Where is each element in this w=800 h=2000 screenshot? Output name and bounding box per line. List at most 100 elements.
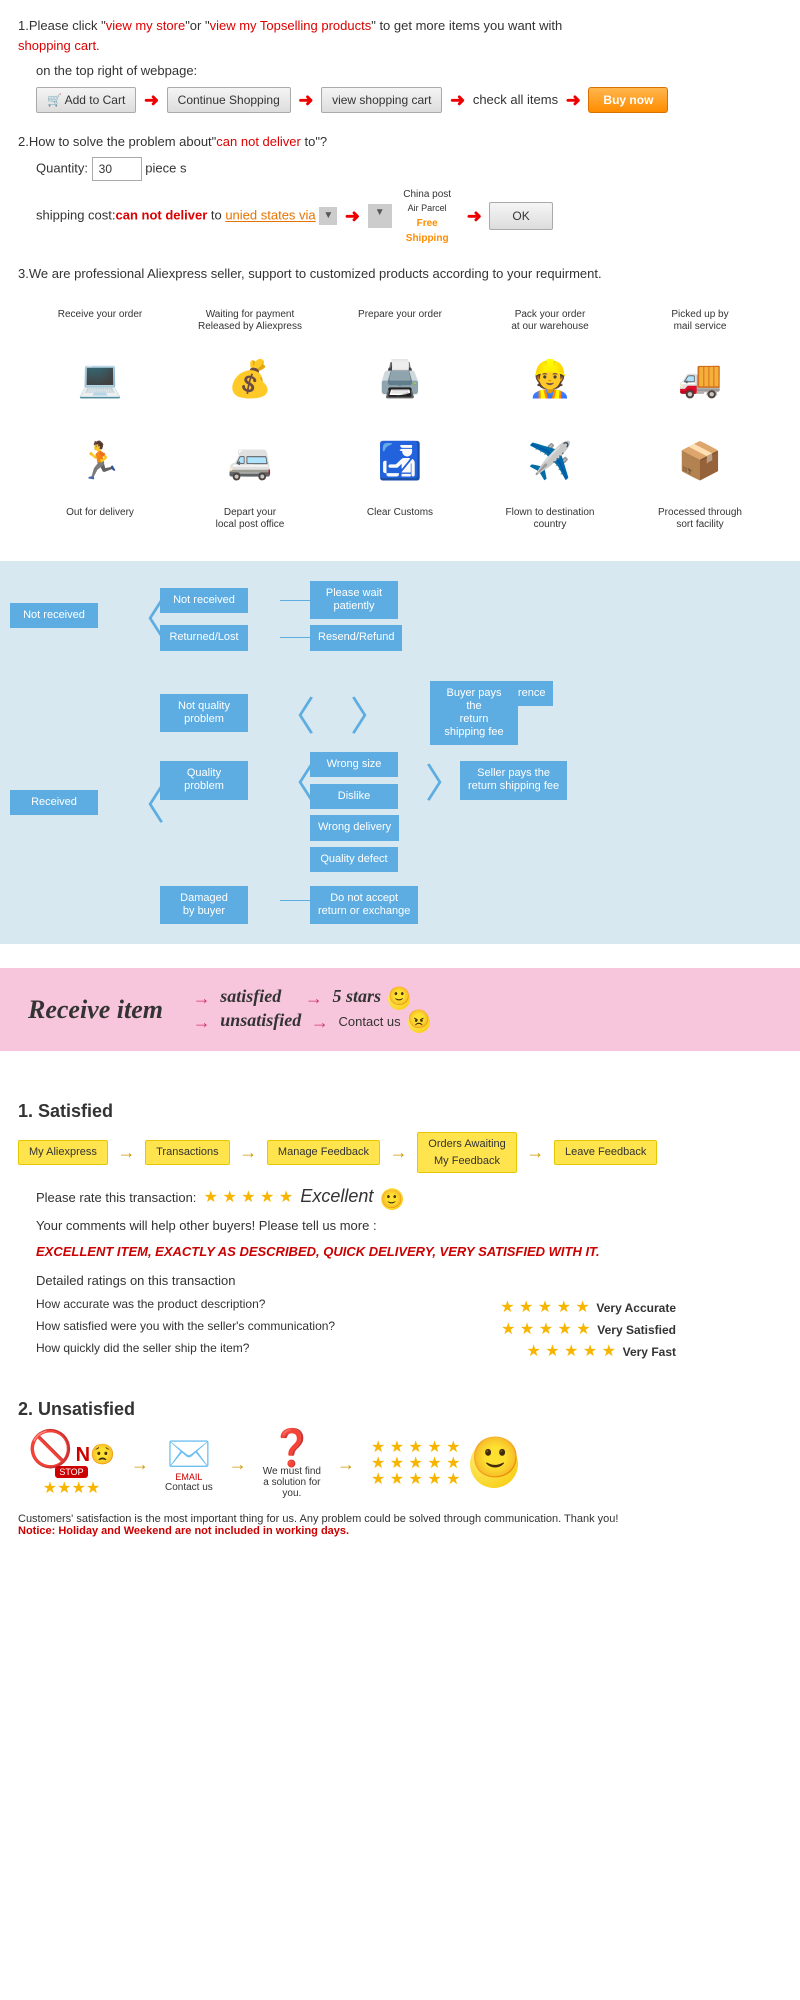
flow-node: Quality problem [160, 761, 248, 799]
step-button[interactable]: My Aliexpress [18, 1140, 108, 1165]
arrow-icon: ➜ [345, 203, 360, 230]
quantity-row: Quantity: 30 piece s [36, 157, 782, 181]
order-icon: 💻 [70, 349, 130, 409]
satisfied-heading: 1. Satisfied [18, 1101, 782, 1122]
process-flow: Receive your order Waiting for payment R… [0, 299, 800, 541]
rate-row: Please rate this transaction: ★ ★ ★ ★ ★ … [36, 1183, 782, 1210]
stars-result: ★ ★ ★ ★ ★ ★ ★ ★ ★ ★ ★ ★ ★ ★ ★ [371, 1440, 461, 1488]
contact-us-step: ✉️ EMAIL Contact us [165, 1436, 213, 1493]
flow-node: Returned/Lost [160, 625, 248, 650]
arrow-icon: → [117, 1139, 135, 1166]
dropdown-icon[interactable]: ▼ [319, 207, 337, 225]
intro-line1: 1.Please click "view my store"or "view m… [18, 16, 782, 55]
arrow-icon: → [239, 1139, 257, 1166]
step-button[interactable]: Orders Awaiting My Feedback [417, 1132, 516, 1173]
shipping-destination-link[interactable]: unied states via [225, 208, 315, 223]
unsatisfied-heading: 2. Unsatisfied [18, 1399, 782, 1420]
check-items-label: check all items [473, 91, 558, 106]
process-step: Out for delivery [30, 507, 170, 531]
footer-note: Customers' satisfaction is the most impo… [18, 1513, 782, 1525]
flow-node: Wrong delivery [310, 815, 399, 840]
smiley-icon [381, 1188, 403, 1210]
sort-icon: 📦 [670, 431, 730, 491]
quantity-input[interactable]: 30 [92, 157, 142, 181]
plane-icon: ✈️ [520, 431, 580, 491]
process-step: Processed through sort facility [630, 507, 770, 531]
intro-line2: 2.How to solve the problem about"can not… [18, 132, 782, 152]
detailed-ratings-head: Detailed ratings on this transaction [36, 1271, 782, 1291]
process-step: Prepare your order [330, 309, 470, 333]
process-step: Picked up by mail service [630, 309, 770, 333]
arrow-icon: → [193, 1012, 211, 1033]
view-store-link[interactable]: view my store [106, 18, 185, 33]
step-button[interactable]: Manage Feedback [267, 1140, 380, 1165]
unsatisfied-section: 2. Unsatisfied 🚫 N😟 STOP ★★★★ → ✉️ EMAIL… [0, 1373, 800, 1547]
smiley-big-icon [470, 1440, 518, 1488]
arrow-icon: → [193, 988, 211, 1009]
holiday-notice: Notice: Holiday and Weekend are not incl… [18, 1525, 782, 1537]
step-button[interactable]: Leave Feedback [554, 1140, 657, 1165]
intro-subline: on the top right of webpage: [36, 61, 782, 81]
add-to-cart-button[interactable]: 🛒 Add to Cart [36, 87, 136, 113]
smiley-icon [388, 988, 410, 1010]
flow-node: Please wait patiently [310, 581, 398, 619]
flow-node: Quality defect [310, 847, 398, 872]
dropdown-icon[interactable]: ▼ [368, 204, 392, 228]
flow-node: Wrong size [310, 752, 398, 777]
no-stop-icon: 🚫 N😟 STOP ★★★★ [28, 1431, 115, 1498]
flow-node: Not received [160, 588, 248, 613]
bracket-icon: 〈 [280, 681, 310, 746]
process-step: Waiting for payment Released by Aliexpre… [180, 309, 320, 333]
flow-node: Seller pays the return shipping fee [460, 761, 567, 799]
satisfied-section: 1. Satisfied My Aliexpress → Transaction… [0, 1075, 800, 1373]
comments-prompt: Your comments will help other buyers! Pl… [36, 1216, 782, 1236]
flow-node: Buyer pays the return shipping fee [430, 681, 518, 746]
bracket-icon: 〈 [130, 581, 160, 651]
flow-node: Dislike [310, 784, 398, 809]
shopping-cart-link[interactable]: shopping cart. [18, 38, 100, 53]
process-step: Receive your order [30, 309, 170, 333]
truck-icon: 🚚 [670, 349, 730, 409]
shipping-row: shipping cost:can not deliver to unied s… [36, 187, 782, 246]
rating-row: How quickly did the seller ship the item… [36, 1341, 676, 1361]
ok-button[interactable]: OK [489, 202, 552, 230]
bracket-icon: 〈 [280, 751, 310, 809]
flow-node: Not quality problem [160, 694, 248, 732]
flow-node: Resend/Refund [310, 625, 402, 650]
arrow-icon: → [526, 1139, 544, 1166]
process-step: Clear Customs [330, 507, 470, 531]
printer-icon: 🖨️ [370, 349, 430, 409]
arrow-icon: → [131, 1454, 149, 1475]
arrow-icon: ➜ [298, 87, 313, 114]
continue-shopping-button[interactable]: Continue Shopping [167, 87, 291, 113]
bracket-icon: 〉 [310, 681, 430, 746]
star-icon: ★ ★ ★ ★ ★ [204, 1189, 294, 1206]
arrow-icon: → [305, 988, 323, 1009]
satisfied-steps-row: My Aliexpress → Transactions → Manage Fe… [18, 1132, 782, 1173]
flow-node: Received [10, 790, 98, 815]
view-topselling-link[interactable]: view my Topselling products [210, 18, 372, 33]
process-step: Pack your order at our warehouse [480, 309, 620, 333]
rating-row: How accurate was the product description… [36, 1297, 676, 1317]
china-post-badge: China post Air Parcel Free Shipping [403, 187, 451, 246]
arrow-icon: ➜ [144, 87, 159, 114]
view-cart-button[interactable]: view shopping cart [321, 87, 442, 113]
money-icon: 💰 [220, 349, 280, 409]
arrow-icon: → [229, 1454, 247, 1475]
receive-item-banner: Receive item → satisfied → 5 stars → uns… [0, 968, 800, 1051]
customs-icon: 🛃 [370, 431, 430, 491]
bracket-icon: 〉 [430, 751, 460, 809]
process-step: Depart your local post office [180, 507, 320, 531]
buy-now-button[interactable]: Buy now [588, 87, 668, 113]
pack-icon: 👷 [520, 349, 580, 409]
step-button[interactable]: Transactions [145, 1140, 230, 1165]
intro-line3: 3.We are professional Aliexpress seller,… [18, 264, 782, 284]
receive-item-title: Receive item [28, 995, 163, 1025]
bracket-icon: 〈 [130, 681, 160, 925]
arrow-icon: → [311, 1012, 329, 1033]
process-step: Flown to destination country [480, 507, 620, 531]
flow-node: Do not accept return or exchange [310, 886, 418, 924]
flow-node: Not received [10, 603, 98, 628]
arrow-icon: ➜ [450, 87, 465, 114]
button-flow-row: 🛒 Add to Cart ➜ Continue Shopping ➜ view… [36, 87, 782, 114]
